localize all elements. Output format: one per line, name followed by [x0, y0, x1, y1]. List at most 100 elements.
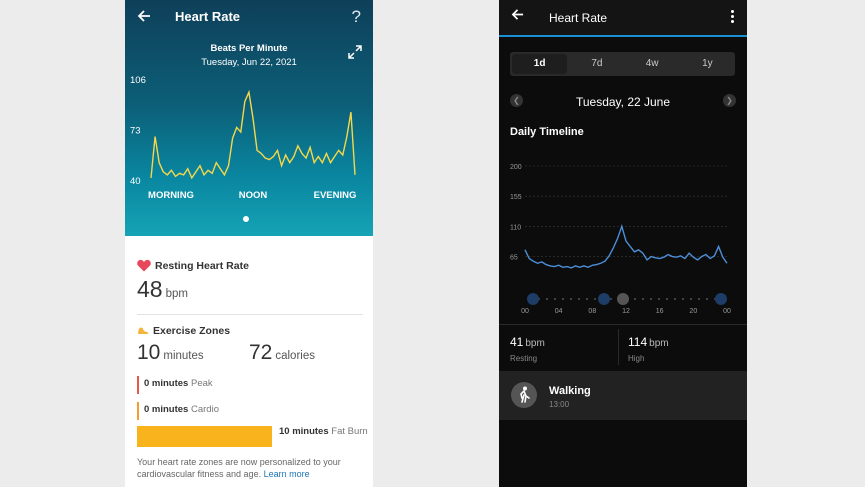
high-label: High [628, 354, 645, 363]
timeline-dot [682, 298, 684, 300]
previous-day-button[interactable]: ❮ [510, 94, 523, 107]
high-stat: 114 bpm High [628, 333, 669, 363]
zone-minutes-number: 10 [137, 341, 161, 364]
exercise-summary: 10 minutes 72 calories [137, 341, 363, 367]
tab-4w[interactable]: 4w [645, 58, 659, 69]
zones-note: Your heart rate zones are now personaliz… [137, 456, 365, 480]
zone-minutes-unit: minutes [163, 350, 204, 362]
fat-burn-zone-text: 10 minutes Fat Burn [279, 426, 369, 439]
section-title: Daily Timeline [510, 126, 584, 138]
more-options-icon[interactable] [731, 10, 735, 24]
peak-zone-name: Peak [191, 378, 213, 389]
back-arrow-icon[interactable] [511, 8, 524, 26]
timeline-dot [698, 298, 700, 300]
cardio-zone-bar [137, 402, 139, 420]
rhr-unit: bpm [165, 288, 188, 300]
zone-calories-number: 72 [249, 341, 273, 364]
x-tick-label: 16 [656, 308, 664, 315]
x-tick-label: 08 [588, 308, 596, 315]
x-tick-label: 12 [622, 308, 630, 315]
page-title: Heart Rate [549, 11, 608, 25]
next-day-button[interactable]: ❯ [723, 94, 736, 107]
timeline-dot [586, 298, 588, 300]
x-tick-label: 04 [555, 308, 563, 315]
tab-1d[interactable]: 1d [512, 54, 568, 74]
y-tick-label: 106 [130, 75, 146, 86]
resting-stat: 41 bpm Resting [510, 333, 545, 363]
chart-date: Tuesday, Jun 22, 2021 [201, 57, 297, 68]
resting-heart-rate-value: 48 bpm [137, 276, 188, 303]
timeline-dot [666, 298, 668, 300]
heart-icon [137, 259, 151, 272]
peak-zone-value: 0 minutes [144, 378, 189, 389]
timeline-dot [706, 298, 708, 300]
back-arrow-icon[interactable] [137, 7, 153, 27]
y-tick-label: 155 [510, 194, 522, 201]
tab-7d[interactable]: 7d [591, 58, 603, 69]
zones-note-text: Your heart rate zones are now personaliz… [137, 457, 341, 479]
page-indicator-dot[interactable] [243, 216, 249, 222]
sleep-icon[interactable] [527, 293, 539, 305]
timeline-dot [610, 298, 612, 300]
bpm-line-chart[interactable]: 40 73 106 MORNING NOON EVENING [125, 70, 373, 210]
x-tick-label: NOON [239, 190, 268, 201]
zone-minutes-total: 10 minutes [137, 341, 204, 365]
x-tick-label: 20 [689, 308, 697, 315]
fat-burn-value: 10 minutes [279, 426, 329, 437]
cardio-zone-name: Cardio [191, 404, 219, 415]
peak-zone-bar [137, 376, 139, 394]
help-button[interactable]: ? [351, 7, 361, 26]
activity-time: 13:00 [549, 400, 570, 409]
activity-list-item[interactable]: Walking 13:00 [499, 371, 747, 420]
resting-unit: bpm [525, 338, 545, 349]
fat-burn-zone-bar [137, 426, 272, 447]
alarm-icon[interactable] [598, 293, 610, 305]
timeline-dot [554, 298, 556, 300]
right-phone-screen: Heart Rate 1d 7d 4w 1y ❮ Tuesday, 22 Jun… [499, 0, 747, 487]
hr-stats: 41 bpm Resting 114 bpm High [499, 324, 747, 366]
walking-icon [511, 382, 537, 408]
high-value: 114 [628, 335, 648, 349]
left-phone-screen: Heart Rate ? Beats Per Minute Tuesday, J… [125, 0, 373, 487]
right-app-bar: Heart Rate [499, 0, 747, 37]
shoe-icon [138, 327, 148, 334]
activity-name: Walking [549, 385, 591, 397]
y-tick-label: 200 [510, 164, 522, 171]
learn-more-link[interactable]: Learn more [263, 469, 310, 479]
resting-label: Resting [510, 354, 538, 363]
zone-calories-total: 72 calories [249, 341, 315, 365]
y-tick-label: 73 [130, 126, 141, 137]
x-tick-label: 00 [521, 308, 529, 315]
selected-date: Tuesday, 22 June [575, 95, 671, 109]
daily-timeline-chart[interactable]: 65 110 155 200 00 04 08 12 16 20 00 [499, 160, 747, 320]
sleep-icon[interactable] [715, 293, 727, 305]
exercise-zones-label: Exercise Zones [153, 325, 231, 337]
x-tick-label: MORNING [148, 190, 194, 201]
divider [137, 314, 363, 315]
resting-heart-rate-header: Resting Heart Rate [137, 259, 363, 272]
expand-icon[interactable] [347, 44, 363, 60]
tab-1y[interactable]: 1y [702, 58, 713, 69]
exercise-zones-header: Exercise Zones [137, 325, 363, 337]
left-app-bar: Heart Rate ? [125, 0, 373, 36]
resting-value: 41 [510, 335, 524, 349]
hr-series-line [524, 224, 728, 269]
x-tick-label: 00 [723, 308, 731, 315]
range-tabs: 1d 7d 4w 1y [510, 52, 735, 76]
y-tick-label: 65 [510, 255, 518, 262]
zone-calories-unit: calories [275, 350, 315, 362]
chart-hero [125, 0, 373, 236]
y-tick-label: 40 [130, 176, 141, 187]
stat-divider [618, 329, 619, 365]
timeline-dot [658, 298, 660, 300]
timeline-dot [690, 298, 692, 300]
page-title: Heart Rate [175, 9, 241, 24]
timeline-dot [642, 298, 644, 300]
bpm-series-line [150, 89, 356, 180]
x-tick-label: EVENING [314, 190, 357, 201]
chart-title: Beats Per Minute [210, 43, 288, 54]
walking-marker-icon[interactable] [617, 293, 629, 305]
y-tick-label: 110 [510, 224, 521, 231]
timeline-dot [594, 298, 596, 300]
fat-burn-name: Fat Burn [331, 426, 368, 437]
